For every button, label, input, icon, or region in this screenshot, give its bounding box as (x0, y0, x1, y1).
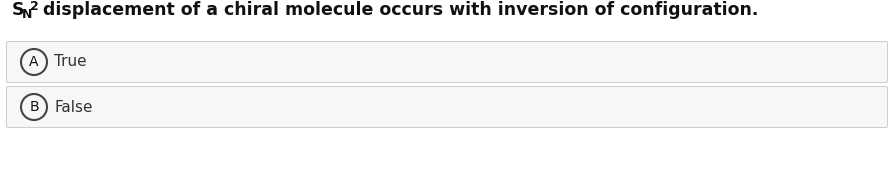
Text: True: True (54, 54, 87, 69)
Circle shape (21, 94, 47, 120)
Text: B: B (30, 100, 38, 114)
Text: S: S (12, 1, 24, 19)
Text: A: A (30, 55, 38, 69)
FancyBboxPatch shape (6, 42, 888, 82)
Text: N: N (22, 8, 32, 21)
FancyBboxPatch shape (6, 87, 888, 127)
Text: False: False (54, 100, 92, 115)
Text: displacement of a chiral molecule occurs with inversion of configuration.: displacement of a chiral molecule occurs… (37, 1, 758, 19)
Circle shape (21, 49, 47, 75)
Text: 2: 2 (30, 1, 38, 14)
